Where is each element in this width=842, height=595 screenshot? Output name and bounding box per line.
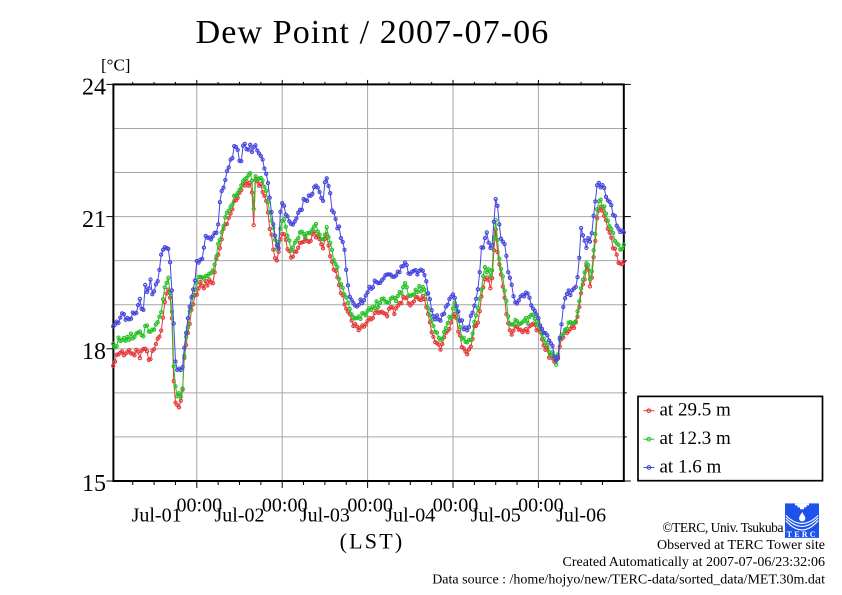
svg-text:Created Automatically at 2007-: Created Automatically at 2007-07-06/23:3… <box>563 555 825 570</box>
svg-text:18: 18 <box>82 339 106 365</box>
svg-text:Observed at TERC Tower site: Observed at TERC Tower site <box>657 538 825 553</box>
svg-text:at 12.3 m: at 12.3 m <box>660 428 731 449</box>
svg-text:[°C]: [°C] <box>101 56 130 75</box>
svg-text:Jul-04: Jul-04 <box>385 504 435 526</box>
svg-text:Jul-05: Jul-05 <box>471 504 521 526</box>
svg-text:00:00: 00:00 <box>347 495 393 517</box>
svg-text:15: 15 <box>82 471 106 497</box>
svg-text:21: 21 <box>82 207 106 233</box>
svg-text:24: 24 <box>82 75 106 101</box>
svg-text:©TERC, Univ. Tsukuba: ©TERC, Univ. Tsukuba <box>662 520 783 535</box>
svg-text:at 29.5 m: at 29.5 m <box>660 400 731 421</box>
svg-text:00:00: 00:00 <box>177 495 223 517</box>
svg-text:00:00: 00:00 <box>433 495 479 517</box>
svg-text:Data source : /home/hojyo/new/: Data source : /home/hojyo/new/TERC-data/… <box>432 573 825 588</box>
svg-text:Jul-02: Jul-02 <box>215 504 265 526</box>
svg-text:Jul-03: Jul-03 <box>300 504 350 526</box>
svg-text:Dew Point / 2007-07-06: Dew Point / 2007-07-06 <box>196 14 550 51</box>
svg-text:Jul-01: Jul-01 <box>132 504 182 526</box>
svg-text:00:00: 00:00 <box>262 495 308 517</box>
svg-text:Jul-06: Jul-06 <box>556 504 606 526</box>
svg-text:00:00: 00:00 <box>518 495 564 517</box>
svg-text:(LST): (LST) <box>340 529 405 554</box>
svg-text:TERC: TERC <box>787 530 818 539</box>
svg-text:at 1.6 m: at 1.6 m <box>660 456 722 477</box>
